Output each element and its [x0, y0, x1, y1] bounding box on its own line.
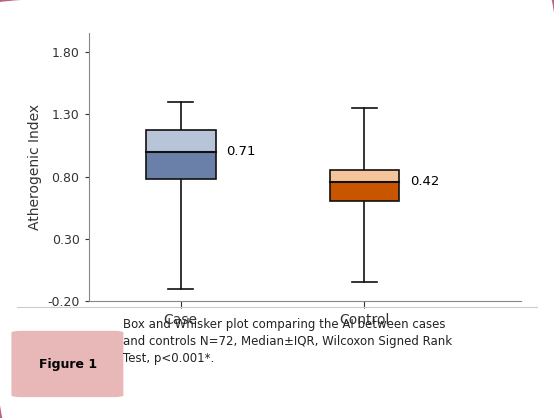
- Text: Figure 1: Figure 1: [39, 358, 97, 371]
- Text: Box and Whisker plot comparing the AI between cases
and controls N=72, Median±IQ: Box and Whisker plot comparing the AI be…: [124, 319, 453, 365]
- Bar: [146, 130, 216, 179]
- Y-axis label: Atherogenic Index: Atherogenic Index: [28, 104, 42, 230]
- Bar: [330, 170, 399, 181]
- Bar: [146, 130, 216, 152]
- Text: 0.71: 0.71: [227, 145, 256, 158]
- FancyBboxPatch shape: [12, 331, 124, 397]
- Text: 0.42: 0.42: [411, 175, 440, 188]
- Bar: [330, 170, 399, 201]
- Bar: [146, 152, 216, 179]
- Bar: [330, 181, 399, 201]
